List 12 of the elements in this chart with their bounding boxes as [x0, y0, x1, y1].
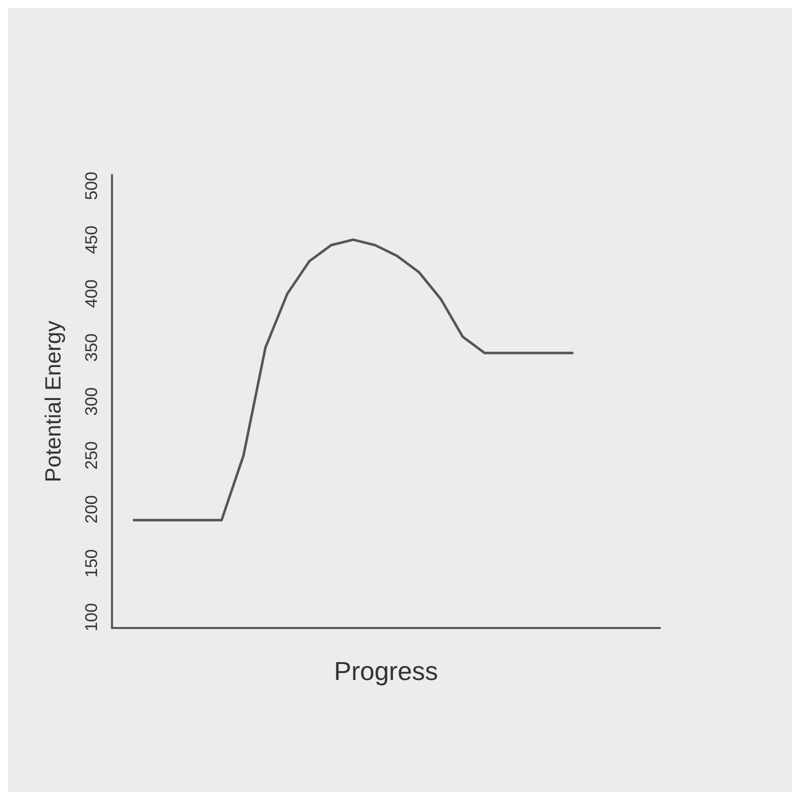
y-tick-label: 350	[82, 333, 101, 362]
y-tick-label: 300	[82, 387, 101, 416]
y-tick-label: 400	[82, 279, 101, 308]
y-tick-label: 100	[82, 603, 101, 632]
y-tick-label: 200	[82, 495, 101, 524]
y-tick-label: 250	[82, 441, 101, 470]
y-tick-label: 150	[82, 549, 101, 578]
line-series	[132, 238, 574, 522]
x-axis-title: Progress	[334, 656, 438, 686]
y-tick-label: 500	[82, 172, 101, 200]
y-tick-label: 450	[82, 226, 101, 254]
y-axis-title: Potential Energy	[40, 320, 66, 482]
